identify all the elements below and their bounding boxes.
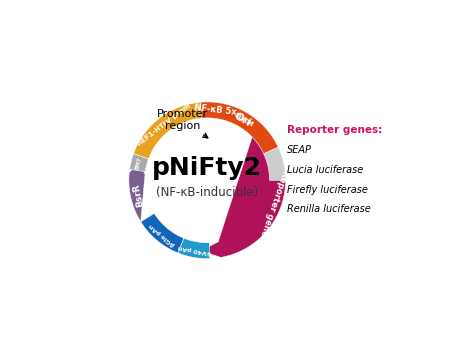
Text: Lucia luciferase: Lucia luciferase [287,165,363,175]
Polygon shape [178,238,210,258]
Text: EM7: EM7 [135,156,143,170]
Text: Firefly luciferase: Firefly luciferase [287,185,368,195]
Text: Promoter
region: Promoter region [157,109,208,138]
Polygon shape [264,147,285,180]
Text: SV40 pAn: SV40 pAn [178,244,212,255]
Text: Reporter gene: Reporter gene [258,169,289,237]
Polygon shape [201,120,285,257]
Text: βGlo pAn: βGlo pAn [148,222,176,246]
Text: ELAM: ELAM [233,112,255,129]
Text: NF-κB 5x: NF-κB 5x [193,104,237,117]
Polygon shape [193,102,238,123]
Polygon shape [134,102,202,159]
Text: Reporter genes:: Reporter genes: [287,125,382,135]
Text: SEAP: SEAP [287,145,312,155]
Polygon shape [141,213,184,253]
Text: pNiFty2: pNiFty2 [152,156,262,180]
Text: (NF-κB-inducible): (NF-κB-inducible) [156,186,258,199]
Polygon shape [129,162,146,222]
Text: hEF1-HTLV prom: hEF1-HTLV prom [137,102,192,147]
Polygon shape [129,154,148,172]
Polygon shape [232,108,257,132]
Text: Renilla luciferase: Renilla luciferase [287,205,371,215]
Text: Ori: Ori [232,111,253,128]
Text: BsrR: BsrR [131,182,145,207]
Polygon shape [201,102,278,154]
